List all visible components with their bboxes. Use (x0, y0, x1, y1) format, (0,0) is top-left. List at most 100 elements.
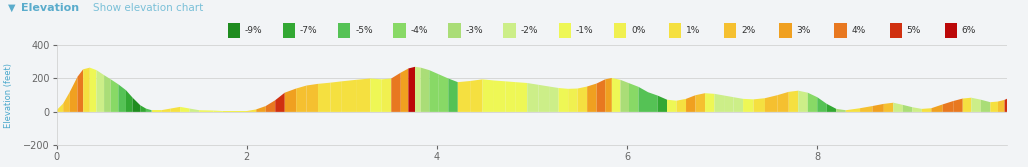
Polygon shape (152, 110, 161, 112)
Polygon shape (539, 85, 549, 112)
Polygon shape (971, 98, 981, 112)
Polygon shape (420, 68, 430, 112)
Polygon shape (285, 89, 296, 112)
Polygon shape (342, 80, 356, 112)
Text: -2%: -2% (520, 26, 538, 35)
Bar (558, 23, 571, 39)
Polygon shape (247, 109, 256, 112)
Bar (614, 23, 626, 39)
Polygon shape (439, 74, 448, 112)
Polygon shape (638, 87, 648, 112)
Polygon shape (587, 84, 596, 112)
Polygon shape (457, 81, 470, 112)
Polygon shape (392, 73, 401, 112)
Polygon shape (370, 78, 381, 112)
Polygon shape (171, 107, 180, 112)
Bar (504, 23, 516, 39)
Text: 6%: 6% (962, 26, 977, 35)
Polygon shape (788, 91, 799, 112)
Bar (448, 23, 461, 39)
Polygon shape (527, 83, 539, 112)
Polygon shape (63, 92, 70, 112)
Polygon shape (873, 104, 884, 112)
Polygon shape (705, 93, 714, 112)
Text: 3%: 3% (797, 26, 811, 35)
Polygon shape (161, 109, 171, 112)
Polygon shape (189, 109, 199, 112)
Polygon shape (777, 92, 788, 112)
Polygon shape (808, 93, 817, 112)
Polygon shape (266, 100, 276, 112)
Polygon shape (558, 88, 568, 112)
Polygon shape (963, 98, 971, 112)
Bar (393, 23, 405, 39)
Polygon shape (470, 79, 482, 112)
Polygon shape (860, 106, 873, 112)
Bar (338, 23, 351, 39)
Text: Show elevation chart: Show elevation chart (93, 3, 203, 13)
Polygon shape (817, 97, 827, 112)
Text: -4%: -4% (410, 26, 428, 35)
Polygon shape (408, 67, 415, 112)
Polygon shape (133, 98, 140, 112)
Polygon shape (549, 87, 558, 112)
Polygon shape (612, 78, 621, 112)
Polygon shape (953, 99, 963, 112)
Text: 0%: 0% (631, 26, 646, 35)
Polygon shape (846, 108, 860, 112)
Polygon shape (837, 109, 846, 112)
Bar (228, 23, 241, 39)
Text: 2%: 2% (741, 26, 756, 35)
Polygon shape (884, 103, 893, 112)
Polygon shape (140, 105, 146, 112)
Polygon shape (256, 106, 266, 112)
Polygon shape (658, 96, 667, 112)
Polygon shape (648, 92, 658, 112)
Polygon shape (568, 89, 578, 112)
Polygon shape (89, 68, 97, 112)
Text: -5%: -5% (355, 26, 373, 35)
Polygon shape (330, 81, 342, 112)
Polygon shape (516, 82, 527, 112)
Polygon shape (913, 107, 922, 112)
Polygon shape (676, 99, 686, 112)
Polygon shape (931, 104, 943, 112)
Polygon shape (296, 86, 306, 112)
Polygon shape (97, 70, 104, 112)
Polygon shape (734, 97, 743, 112)
Polygon shape (381, 78, 392, 112)
Text: -3%: -3% (466, 26, 483, 35)
Polygon shape (743, 99, 754, 112)
Text: ▼: ▼ (8, 3, 15, 13)
Polygon shape (146, 109, 152, 112)
Polygon shape (903, 105, 913, 112)
Bar (779, 23, 792, 39)
Bar (669, 23, 682, 39)
Polygon shape (415, 67, 420, 112)
Polygon shape (754, 98, 765, 112)
Text: Elevation: Elevation (21, 3, 79, 13)
Polygon shape (629, 83, 638, 112)
Polygon shape (77, 69, 83, 112)
Polygon shape (70, 77, 77, 112)
Polygon shape (893, 103, 903, 112)
Polygon shape (356, 78, 370, 112)
Polygon shape (990, 102, 998, 112)
Polygon shape (724, 96, 734, 112)
Polygon shape (276, 93, 285, 112)
Bar (283, 23, 295, 39)
Polygon shape (223, 111, 237, 112)
Polygon shape (686, 95, 696, 112)
Polygon shape (482, 79, 494, 112)
Text: -1%: -1% (576, 26, 593, 35)
Polygon shape (306, 84, 318, 112)
Polygon shape (596, 79, 605, 112)
Bar (945, 23, 957, 39)
Polygon shape (318, 83, 330, 112)
Polygon shape (430, 70, 439, 112)
Polygon shape (827, 104, 837, 112)
Polygon shape (621, 80, 629, 112)
Text: -7%: -7% (300, 26, 318, 35)
Polygon shape (118, 84, 126, 112)
Polygon shape (998, 100, 1004, 112)
